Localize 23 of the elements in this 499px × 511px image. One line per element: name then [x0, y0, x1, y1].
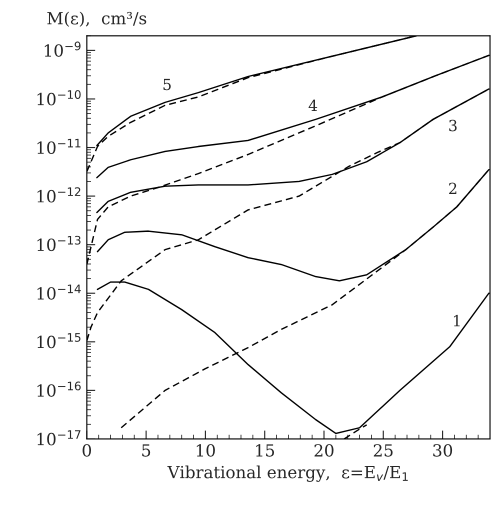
y-tick-label: 10$^{−16}$ [38, 382, 81, 397]
x-tick-label: 25 [374, 444, 393, 457]
y-axis-title: M(ε), cm³/s [47, 12, 146, 27]
x-tick-label: 20 [314, 444, 334, 457]
y-tick-label: 10$^{−9}$ [44, 42, 81, 57]
annotation: 4 [308, 100, 318, 111]
x-axis-title: Vibrational energy, ε=E$_{v}$/E$_{1}$ [167, 465, 408, 482]
y-tick-label: 10$^{−12}$ [38, 187, 80, 203]
y-tick-label: 10$^{−11}$ [38, 138, 80, 154]
annotation: 5 [164, 78, 171, 90]
x-tick-label: 0 [82, 444, 92, 457]
annotation: 2 [449, 182, 456, 194]
annotation: 3 [449, 120, 457, 132]
x-tick-label: 10 [196, 444, 215, 457]
y-tick-label: 10$^{−13}$ [38, 236, 81, 252]
y-tick-label: 10$^{−14}$ [38, 284, 81, 300]
x-tick-label: 15 [256, 444, 274, 457]
y-tick-label: 10$^{−10}$ [38, 90, 81, 106]
annotation: 1 [454, 314, 460, 326]
y-tick-label: 10$^{−17}$ [38, 430, 80, 446]
x-tick-label: 30 [433, 444, 452, 457]
y-tick-label: 10$^{−15}$ [38, 333, 80, 348]
x-tick-label: 5 [142, 444, 150, 457]
